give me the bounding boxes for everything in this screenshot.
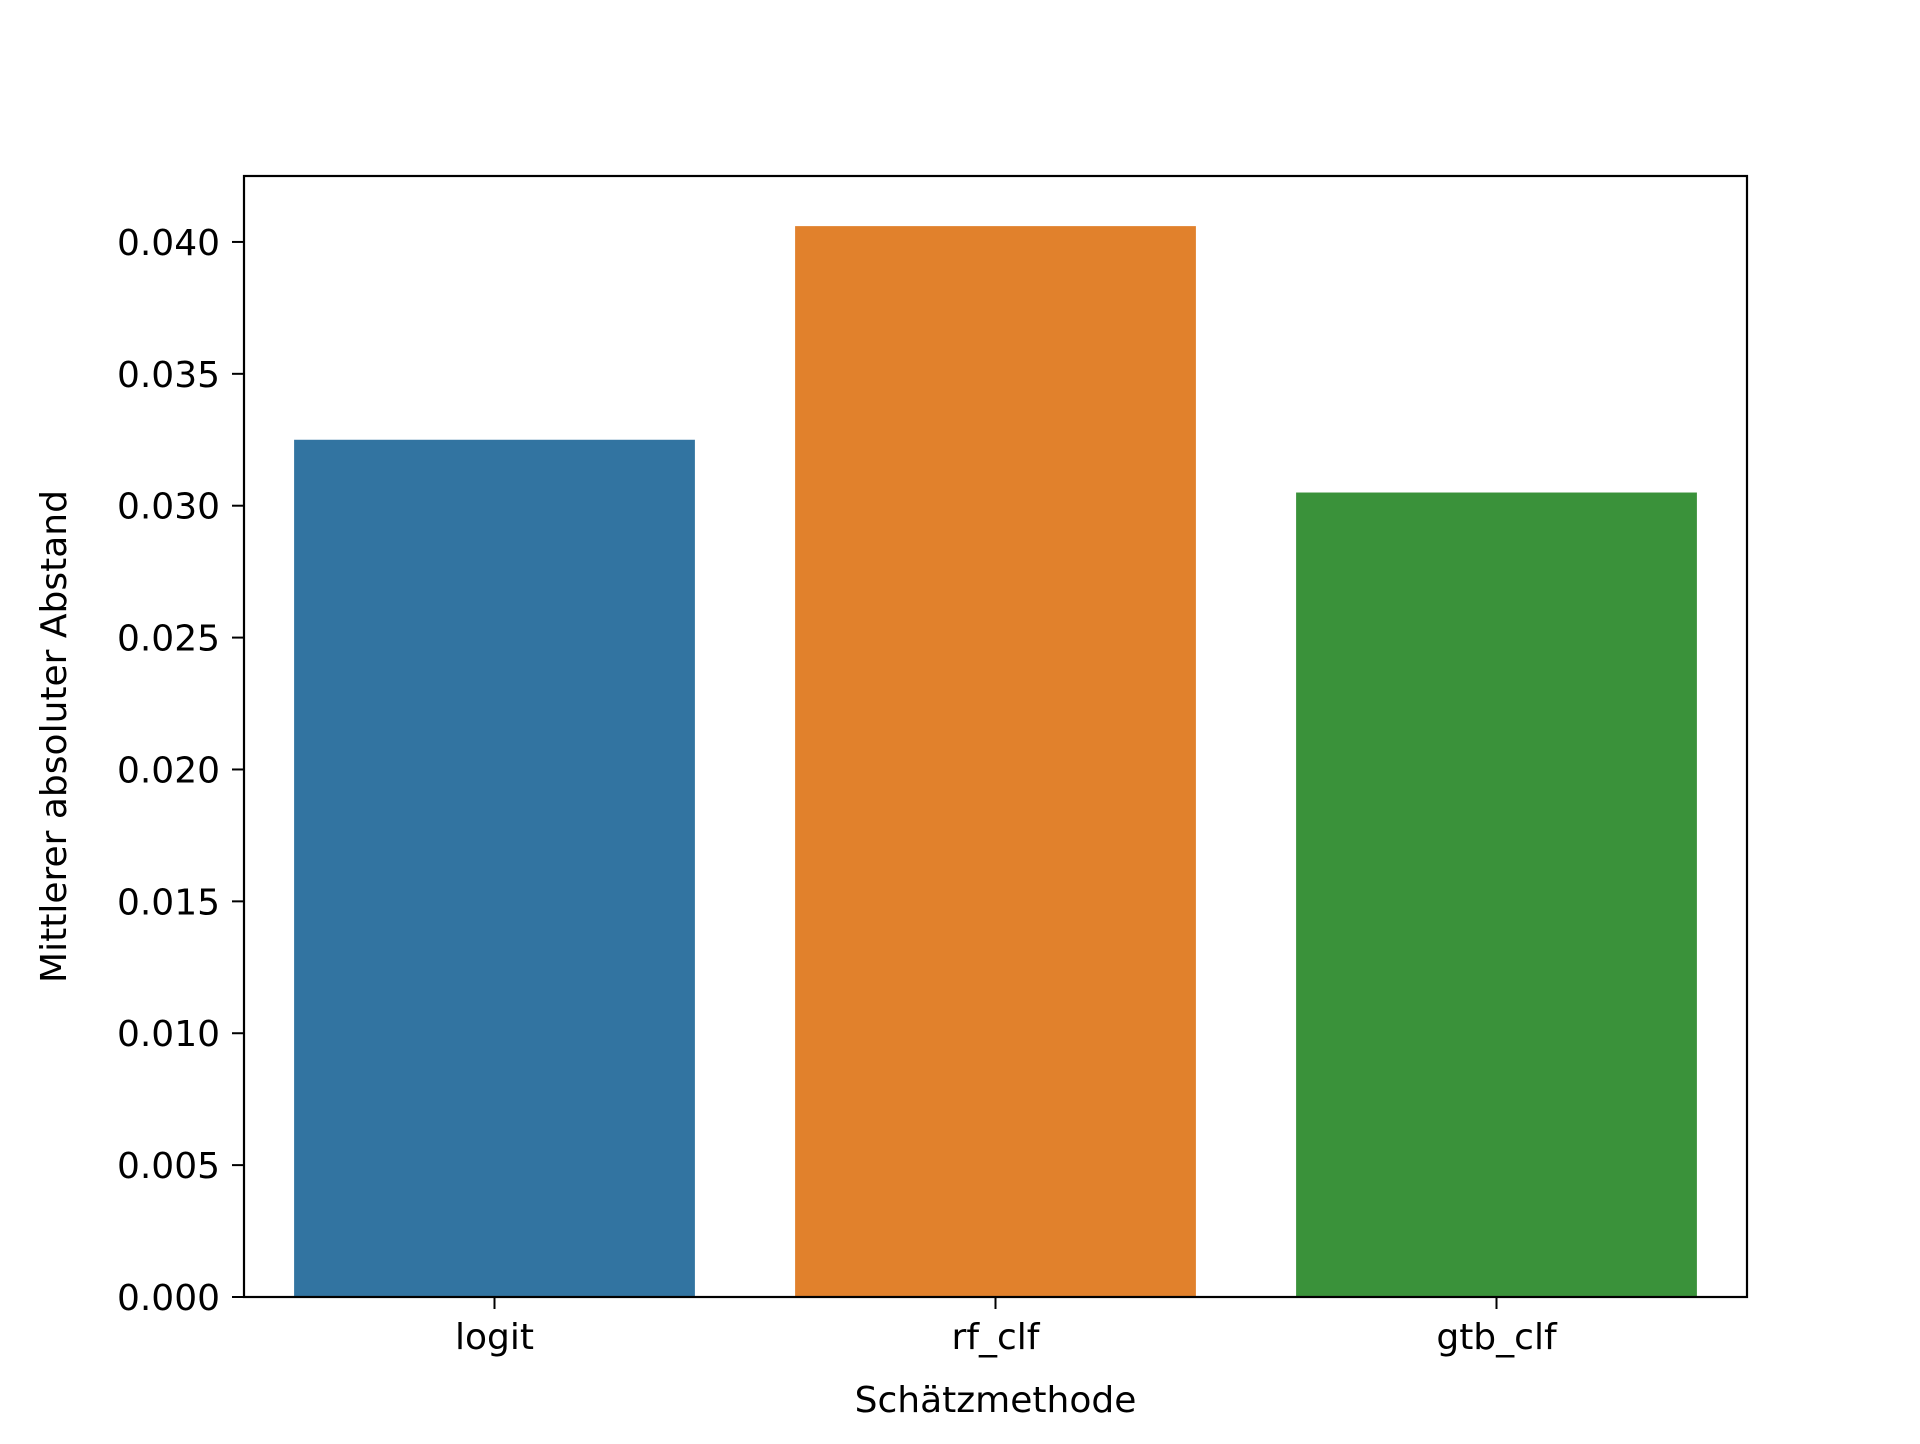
bars-layer (294, 226, 1697, 1298)
x-axis-label: Schätzmethode (855, 1380, 1137, 1421)
plot-frame (242, 174, 1749, 1299)
y-tick-label: 0.035 (117, 355, 220, 396)
y-tick-label: 0.025 (117, 619, 220, 660)
y-tick-label: 0.000 (117, 1278, 220, 1319)
y-tick-label: 0.040 (117, 223, 220, 264)
y-axis-label: Mittlerer absoluter Abstand (34, 490, 75, 983)
y-tick-label: 0.020 (117, 750, 220, 791)
x-tick-label: logit (455, 1317, 534, 1358)
y-tick-label: 0.030 (117, 487, 220, 528)
x-tick-label: gtb_clf (1436, 1317, 1558, 1358)
y-axis: 0.000 0.005 0.010 0.015 0.020 0.025 0.030 0.035… (117, 223, 244, 1319)
y-tick-label: 0.010 (117, 1014, 220, 1055)
x-tick-label: rf_clf (952, 1317, 1041, 1358)
y-tick-label: 0.005 (117, 1146, 220, 1187)
bar-logit (294, 439, 695, 1297)
bar-rf_clf (795, 226, 1196, 1298)
x-axis: logit rf_clf gtb_clf (455, 1297, 1558, 1358)
y-tick-label: 0.015 (117, 882, 220, 923)
bar-gtb_clf (1296, 492, 1697, 1297)
